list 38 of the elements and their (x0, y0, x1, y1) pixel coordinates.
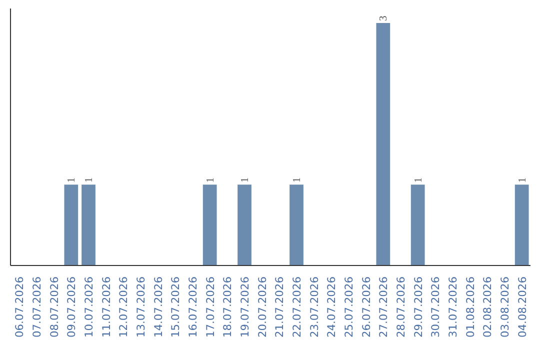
x-tick-label: 03.08.2026 (498, 276, 512, 338)
x-tick-label: 06.07.2026 (13, 276, 26, 338)
x-tick-label: 02.08.2026 (481, 276, 494, 338)
x-tick-label: 30.07.2026 (429, 276, 442, 338)
x-tick-label: 22.07.2026 (290, 276, 304, 338)
data-label: 1 (205, 177, 216, 183)
x-tick-label: 10.07.2026 (82, 276, 96, 338)
x-tick-label: 09.07.2026 (65, 276, 78, 338)
x-tick-label: 14.07.2026 (152, 276, 165, 338)
data-label: 1 (517, 177, 528, 183)
x-tick-label: 21.07.2026 (273, 276, 286, 338)
x-tick-label: 27.07.2026 (377, 276, 390, 338)
x-tick-label: 19.07.2026 (238, 276, 252, 338)
data-label: 1 (240, 177, 251, 183)
x-tick-label: 07.07.2026 (30, 276, 44, 338)
x-tick-label: 29.07.2026 (412, 276, 425, 338)
x-tick-label: 13.07.2026 (134, 276, 148, 338)
x-tick-label: 18.07.2026 (221, 276, 234, 338)
x-tick-label: 15.07.2026 (169, 276, 182, 338)
x-tick-label: 26.07.2026 (360, 276, 373, 338)
x-tick-label: 24.07.2026 (325, 276, 338, 338)
x-tick-label: 04.08.2026 (516, 276, 529, 338)
data-label: 1 (413, 177, 424, 183)
x-tick-label: 31.07.2026 (446, 276, 460, 338)
x-tick-label: 11.07.2026 (100, 276, 113, 338)
x-tick-label: 17.07.2026 (204, 276, 217, 338)
x-tick-label: 16.07.2026 (186, 276, 200, 338)
x-tick-label: 25.07.2026 (342, 276, 356, 338)
data-label: 1 (66, 177, 78, 183)
data-label: 3 (378, 16, 390, 22)
x-tick-label: 20.07.2026 (256, 276, 269, 338)
x-tick-label: 28.07.2026 (394, 276, 408, 338)
x-tick-label: 08.07.2026 (48, 276, 61, 338)
data-label: 1 (292, 177, 303, 183)
x-tick-label: 12.07.2026 (117, 276, 130, 338)
data-label: 1 (84, 177, 95, 183)
x-tick-label: 01.08.2026 (464, 276, 477, 338)
x-tick-label: 23.07.2026 (308, 276, 321, 338)
